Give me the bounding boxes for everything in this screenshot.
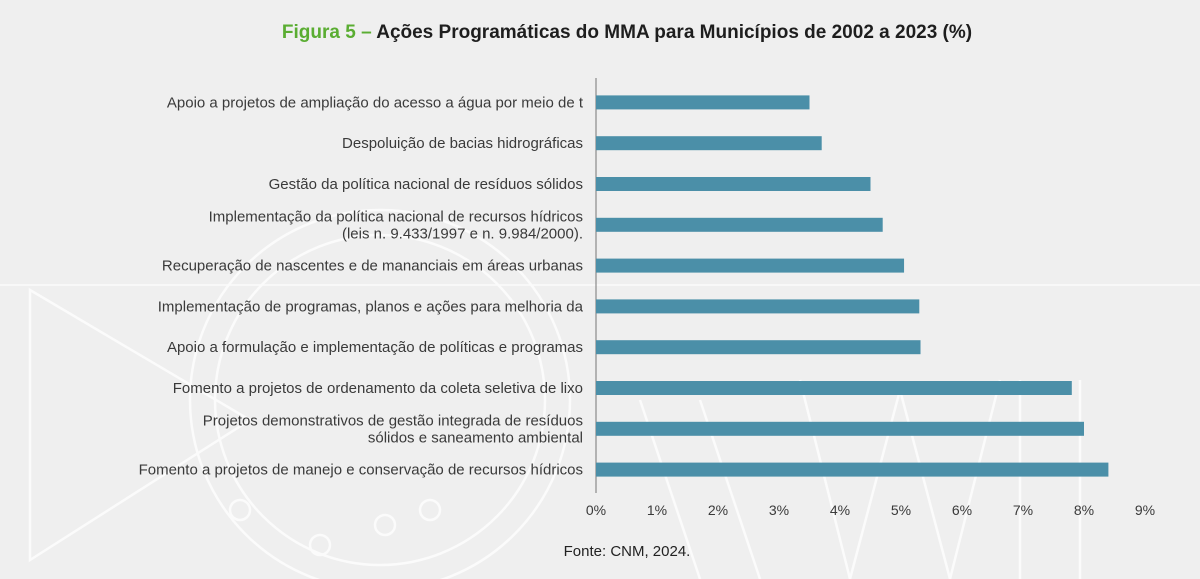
bar — [596, 258, 905, 273]
category-label: Apoio a formulação e implementação de po… — [167, 339, 583, 356]
source-note: Fonte: CNM, 2024. — [563, 543, 691, 560]
category-label-line: Implementação da política nacional de re… — [209, 208, 583, 225]
x-tick-label: 6% — [952, 502, 972, 518]
category-label: Recuperação de nascentes e de mananciais… — [162, 258, 583, 275]
figure-label: Figura 5 – — [281, 22, 372, 43]
x-tick-label: 2% — [708, 502, 728, 518]
category-label-line: Apoio a projetos de ampliação do acesso … — [167, 94, 584, 111]
category-label: Implementação da política nacional de re… — [209, 208, 583, 242]
bar — [596, 136, 822, 151]
category-label-line: (leis n. 9.433/1997 e n. 9.984/2000). — [342, 225, 583, 242]
category-label: Apoio a projetos de ampliação do acesso … — [167, 94, 584, 111]
category-label-line: sólidos e saneamento ambiental — [368, 429, 583, 446]
bar — [596, 217, 883, 232]
bar — [596, 462, 1109, 477]
bar — [596, 340, 921, 355]
bar — [596, 95, 810, 110]
x-tick-label: 8% — [1074, 502, 1094, 518]
x-tick-label: 1% — [647, 502, 667, 518]
category-label: Gestão da política nacional de resíduos … — [269, 176, 583, 193]
category-label: Fomento a projetos de ordenamento da col… — [173, 380, 583, 397]
bar — [596, 177, 871, 191]
category-label-line: Gestão da política nacional de resíduos … — [269, 176, 583, 193]
x-tick-label: 9% — [1135, 502, 1155, 518]
x-tick-label: 7% — [1013, 502, 1033, 518]
bar — [596, 421, 1084, 436]
category-label-line: Apoio a formulação e implementação de po… — [167, 339, 583, 356]
category-label-line: Fomento a projetos de ordenamento da col… — [173, 380, 583, 397]
x-tick-label: 0% — [586, 502, 606, 518]
bar — [596, 381, 1072, 395]
figure-title-text: Ações Programáticas do MMA para Municípi… — [376, 22, 973, 43]
category-label-line: Despoluição de bacias hidrográficas — [342, 135, 583, 152]
category-label-line: Projetos demonstrativos de gestão integr… — [203, 412, 583, 429]
category-label: Despoluição de bacias hidrográficas — [342, 135, 583, 152]
category-label-line: Fomento a projetos de manejo e conservaç… — [139, 462, 583, 479]
category-label: Projetos demonstrativos de gestão integr… — [203, 412, 583, 446]
x-tick-label: 4% — [830, 502, 850, 518]
category-label: Fomento a projetos de manejo e conservaç… — [139, 462, 583, 479]
category-label-line: Recuperação de nascentes e de mananciais… — [162, 258, 583, 275]
x-tick-label: 5% — [891, 502, 911, 518]
bar — [596, 299, 920, 314]
figure-title: Figura 5 – Ações Programáticas do MMA pa… — [0, 22, 1200, 44]
category-label: Implementação de programas, planos e açõ… — [158, 298, 584, 315]
x-tick-label: 3% — [769, 502, 789, 518]
category-label-line: Implementação de programas, planos e açõ… — [158, 298, 584, 315]
